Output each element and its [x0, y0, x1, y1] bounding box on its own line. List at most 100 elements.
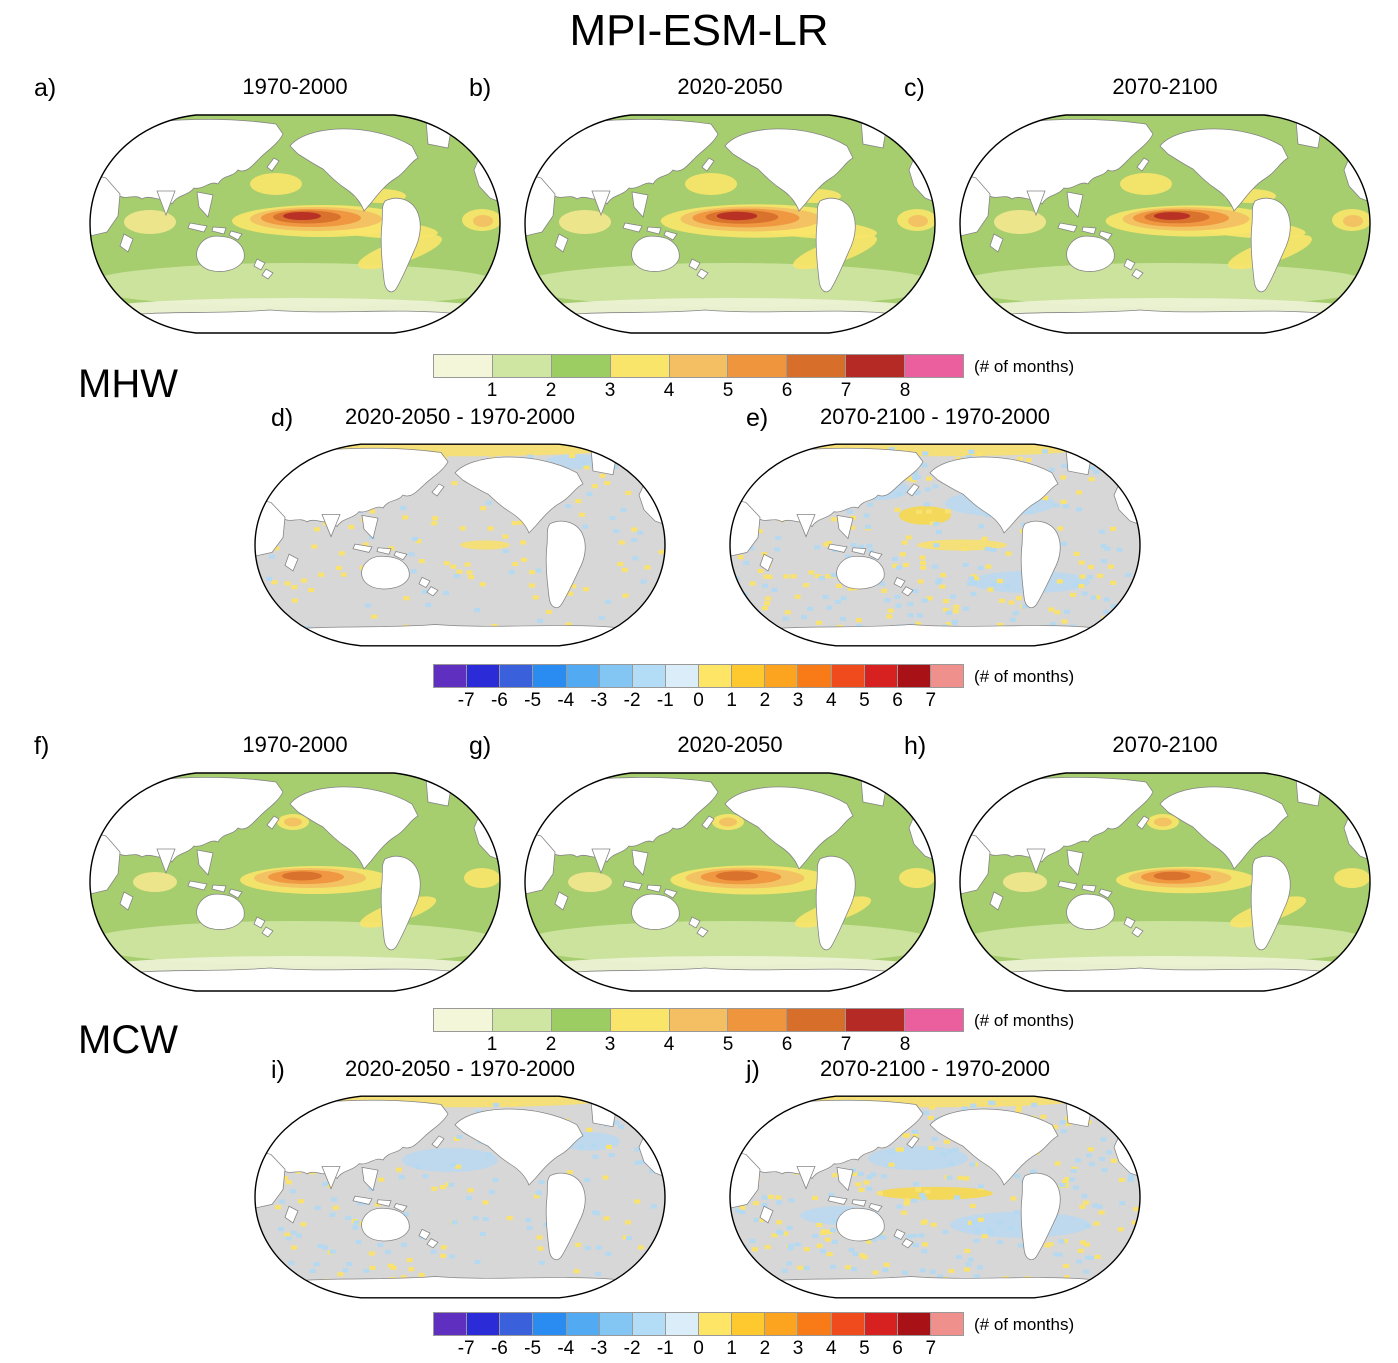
colorbar-tick: 7 [925, 690, 937, 711]
colorbar-ticks: -7 -6 -5 -4 -3 -2 -1 0 1 2 3 4 5 6 7 [433, 688, 964, 712]
colorbar-swatch [728, 1009, 788, 1031]
colorbar-tick: 6 [781, 380, 793, 401]
colorbar-swatch [610, 355, 670, 377]
colorbar-tick: -7 [457, 1338, 475, 1359]
colorbar-diff-mcw: -7 -6 -5 -4 -3 -2 -1 0 1 2 3 4 5 6 7 (# of months) [433, 1312, 1074, 1360]
panel-label-f: f) [34, 732, 50, 760]
colorbar-ticks: 1 2 3 4 5 6 7 8 [433, 1032, 964, 1056]
colorbar-swatch [728, 355, 788, 377]
colorbar-swatch [533, 665, 567, 687]
colorbar-tick: 7 [840, 1034, 852, 1055]
colorbar-swatch [467, 1313, 501, 1335]
panel-label-a: a) [34, 74, 57, 102]
colorbar-tick: 4 [663, 1034, 675, 1055]
section-label-mhw: MHW [78, 362, 178, 406]
panel-j: j) 2070-2100 - 1970-2000 [720, 1056, 1150, 1308]
colorbar-tick: -1 [656, 1338, 674, 1359]
colorbar-diff-mhw: -7 -6 -5 -4 -3 -2 -1 0 1 2 3 4 5 6 7 (# of months) [433, 664, 1074, 712]
colorbar-tick: 2 [545, 1034, 557, 1055]
colorbar-tick: 3 [604, 1034, 616, 1055]
colorbar-tick: -2 [623, 1338, 641, 1359]
colorbar-tick: 3 [792, 690, 804, 711]
colorbar-swatch [732, 1313, 766, 1335]
colorbar-tick: 1 [726, 690, 737, 711]
panel-header: h) 2070-2100 [904, 732, 1380, 762]
panel-title-g: 2020-2050 [677, 732, 783, 757]
panel-title-i: 2020-2050 - 1970-2000 [345, 1056, 575, 1081]
colorbar-swatch [897, 1313, 931, 1335]
colorbar-tick: 5 [859, 690, 870, 711]
panel-a: a) 1970-2000 [34, 74, 510, 344]
colorbar-months-mcw: 1 2 3 4 5 6 7 8 (# of months) [433, 1008, 1074, 1056]
colorbar-tick: -5 [524, 1338, 542, 1359]
colorbar-tick: 1 [486, 1034, 498, 1055]
colorbar-tick: 4 [826, 690, 837, 711]
colorbar-swatch [434, 355, 493, 377]
colorbar-bar [433, 1312, 964, 1336]
colorbar-tick: 6 [892, 690, 903, 711]
panel-header: a) 1970-2000 [34, 74, 510, 104]
panel-label-e: e) [746, 404, 769, 432]
section-label-mcw: MCW [78, 1018, 178, 1062]
colorbar-swatch [930, 1313, 963, 1335]
map-mhw-1970-2000 [80, 104, 510, 344]
colorbar-swatch [787, 355, 847, 377]
colorbar-swatch [897, 665, 931, 687]
colorbar-tick: -5 [524, 690, 542, 711]
colorbar-tick: -1 [656, 690, 674, 711]
panel-title-c: 2070-2100 [1112, 74, 1218, 99]
panel-header: i) 2020-2050 - 1970-2000 [245, 1056, 675, 1086]
panel-title-d: 2020-2050 - 1970-2000 [345, 404, 575, 429]
colorbar-swatch [765, 1313, 799, 1335]
colorbar-swatch [846, 1009, 906, 1031]
map-mcw-2070-2100 [950, 762, 1380, 1002]
figure-title: MPI-ESM-LR [569, 6, 829, 55]
colorbar-swatch [831, 1313, 865, 1335]
colorbar-ticks: -7 -6 -5 -4 -3 -2 -1 0 1 2 3 4 5 6 7 [433, 1336, 964, 1360]
colorbar-tick: -4 [557, 690, 575, 711]
colorbar-swatch [787, 1009, 847, 1031]
panel-header: g) 2020-2050 [469, 732, 945, 762]
colorbar-months-mhw: 1 2 3 4 5 6 7 8 (# of months) [433, 354, 1074, 402]
colorbar-swatch [500, 1313, 534, 1335]
colorbar-swatch [798, 1313, 832, 1335]
colorbar-swatch [632, 665, 666, 687]
colorbar-tick: 2 [759, 690, 771, 711]
panel-title-j: 2070-2100 - 1970-2000 [820, 1056, 1050, 1081]
panel-d: d) 2020-2050 - 1970-2000 [245, 404, 675, 656]
colorbar-bar [433, 664, 964, 688]
colorbar-tick: 5 [722, 380, 734, 401]
colorbar-swatch [566, 1313, 600, 1335]
panel-label-i: i) [271, 1056, 285, 1084]
colorbar-swatch [500, 665, 534, 687]
panel-i: i) 2020-2050 - 1970-2000 [245, 1056, 675, 1308]
colorbar-unit-label: (# of months) [974, 667, 1075, 686]
colorbar-swatch [905, 355, 964, 377]
colorbar-swatch [492, 355, 552, 377]
panel-label-j: j) [746, 1056, 760, 1084]
panel-header: b) 2020-2050 [469, 74, 945, 104]
map-mcw-diff-2070 [720, 1086, 1150, 1308]
panel-c: c) 2070-2100 [904, 74, 1380, 344]
colorbar-tick: 7 [925, 1338, 937, 1359]
panel-title-a: 1970-2000 [242, 74, 348, 99]
colorbar-tick: 5 [859, 1338, 870, 1359]
panel-header: f) 1970-2000 [34, 732, 510, 762]
colorbar-tick: 3 [604, 380, 616, 401]
colorbar-swatch [905, 1009, 964, 1031]
panel-header: e) 2070-2100 - 1970-2000 [720, 404, 1150, 434]
colorbar-tick: 1 [486, 380, 498, 401]
colorbar-unit-label: (# of months) [974, 1315, 1075, 1334]
colorbar-swatch [699, 665, 733, 687]
colorbar-swatch [551, 1009, 611, 1031]
colorbar-tick: -3 [590, 1338, 608, 1359]
panel-header: c) 2070-2100 [904, 74, 1380, 104]
colorbar-bar [433, 1008, 964, 1032]
colorbar-swatch [599, 1313, 633, 1335]
panel-e: e) 2070-2100 - 1970-2000 [720, 404, 1150, 656]
colorbar-swatch [846, 355, 906, 377]
colorbar-swatch [492, 1009, 552, 1031]
panel-label-b: b) [469, 74, 492, 102]
colorbar-swatch [831, 665, 865, 687]
